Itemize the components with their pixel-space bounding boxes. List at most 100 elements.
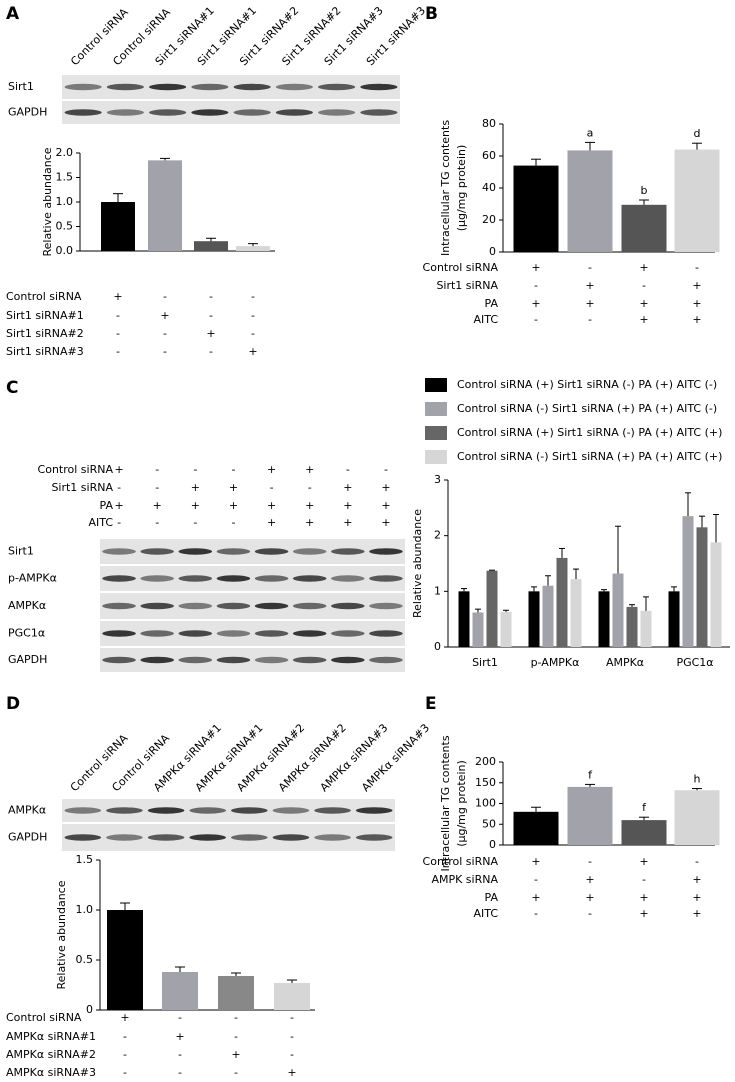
bar (194, 241, 228, 251)
blot-band (292, 548, 327, 555)
condition-mark: + (585, 873, 594, 886)
condition-mark: - (588, 907, 592, 920)
condition-name: AMPKα siRNA#3 (6, 1066, 96, 1079)
y-tick-label: 0.0 (56, 244, 74, 257)
legend-label: Control siRNA (-) Sirt1 siRNA (+) PA (+)… (457, 450, 722, 463)
condition-mark: + (692, 891, 701, 904)
blot-row-label: AMPKα (8, 599, 46, 612)
condition-mark: + (267, 516, 276, 529)
blot-band (292, 630, 327, 637)
y-tick-label: 1.5 (56, 171, 74, 184)
y-axis-label: Intracellular TG contents (439, 120, 452, 256)
condition-mark: - (116, 309, 120, 322)
legend-label: Control siRNA (+) Sirt1 siRNA (-) PA (+)… (457, 426, 722, 439)
condition-mark: - (123, 1048, 127, 1061)
condition-mark: + (692, 873, 701, 886)
condition-mark: - (123, 1066, 127, 1079)
condition-mark: - (695, 261, 699, 274)
blot-band (178, 630, 213, 637)
condition-mark: - (290, 1030, 294, 1043)
condition-mark: + (531, 261, 540, 274)
blot-band (216, 656, 251, 664)
blot-band (102, 630, 136, 637)
blot-band (191, 109, 229, 116)
blot-band (331, 630, 365, 637)
bar (236, 246, 270, 251)
blot-band (102, 548, 136, 555)
bar (542, 585, 554, 647)
condition-mark: + (305, 463, 314, 476)
blot-band (64, 807, 102, 814)
significance-label: d (694, 127, 701, 140)
condition-name: PA (485, 891, 499, 904)
condition-name: Control siRNA (6, 1011, 82, 1024)
blot-band (147, 807, 185, 814)
condition-name: AITC (88, 516, 113, 529)
condition-mark: + (531, 891, 540, 904)
legend-label: Control siRNA (+) Sirt1 siRNA (-) PA (+)… (457, 378, 717, 391)
blot-band (275, 109, 313, 116)
blot-band (254, 548, 289, 555)
condition-mark: - (695, 855, 699, 868)
y-tick-label: 0.5 (56, 220, 74, 233)
condition-mark: + (639, 313, 648, 326)
blot-band (254, 602, 289, 610)
condition-mark: - (251, 290, 255, 303)
blot-band (360, 83, 398, 91)
panel-label: A (6, 4, 20, 24)
blot-band (230, 807, 268, 814)
blot-band (102, 656, 136, 664)
condition-mark: - (534, 279, 538, 292)
blot-row-label: p-AMPKα (8, 572, 57, 585)
condition-mark: + (267, 499, 276, 512)
condition-name: Control siRNA (423, 855, 499, 868)
blot-band (64, 83, 102, 91)
significance-label: h (694, 773, 701, 786)
condition-mark: + (153, 499, 162, 512)
condition-name: AMPKα siRNA#2 (6, 1048, 96, 1061)
blot-band (275, 83, 313, 91)
condition-name: AITC (473, 313, 498, 326)
blot-band (318, 109, 356, 116)
y-tick-label: 80 (482, 117, 496, 130)
condition-mark: - (193, 516, 197, 529)
blot-band (64, 834, 102, 841)
bar (107, 910, 143, 1010)
condition-mark: + (231, 1048, 240, 1061)
condition-name: AITC (473, 907, 498, 920)
y-tick-label: 60 (482, 149, 496, 162)
condition-mark: + (585, 891, 594, 904)
significance-label: f (588, 768, 593, 781)
condition-name: AMPKα siRNA#1 (6, 1030, 96, 1043)
blot-band (331, 548, 365, 555)
bar (612, 573, 624, 647)
blot-band (149, 109, 187, 116)
condition-mark: + (305, 516, 314, 529)
condition-mark: - (178, 1011, 182, 1024)
legend-swatch (425, 426, 447, 440)
condition-mark: - (642, 279, 646, 292)
condition-mark: - (234, 1011, 238, 1024)
blot-band (147, 834, 185, 841)
blot-band (272, 834, 310, 841)
bar (570, 579, 582, 647)
condition-mark: + (381, 481, 390, 494)
bar (696, 527, 708, 647)
condition-mark: + (305, 499, 314, 512)
blot-band (140, 575, 174, 582)
condition-name: Control siRNA (38, 463, 114, 476)
condition-mark: - (209, 309, 213, 322)
condition-mark: + (692, 297, 701, 310)
blot-row-label: AMPKα (8, 804, 46, 817)
blot-band (216, 602, 251, 610)
y-axis-label: (μg/mg protein) (455, 145, 468, 232)
blot-band (106, 834, 143, 841)
bar (148, 160, 182, 251)
blot-band (178, 575, 213, 582)
blot-band (292, 602, 327, 610)
condition-mark: - (642, 873, 646, 886)
blot-band (216, 548, 251, 555)
blot-band (331, 656, 365, 664)
y-tick-label: 2 (434, 529, 441, 542)
condition-mark: - (234, 1030, 238, 1043)
